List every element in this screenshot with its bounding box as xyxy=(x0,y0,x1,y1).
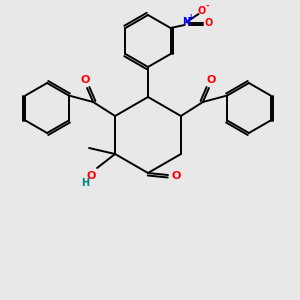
Text: O: O xyxy=(86,171,96,181)
Text: +: + xyxy=(188,13,194,22)
Text: O: O xyxy=(171,171,181,181)
Text: N: N xyxy=(182,17,190,27)
Text: H: H xyxy=(81,178,89,188)
Text: -: - xyxy=(206,2,209,10)
Text: O: O xyxy=(197,6,206,16)
Text: O: O xyxy=(204,18,213,28)
Text: O: O xyxy=(80,75,90,85)
Text: O: O xyxy=(206,75,216,85)
